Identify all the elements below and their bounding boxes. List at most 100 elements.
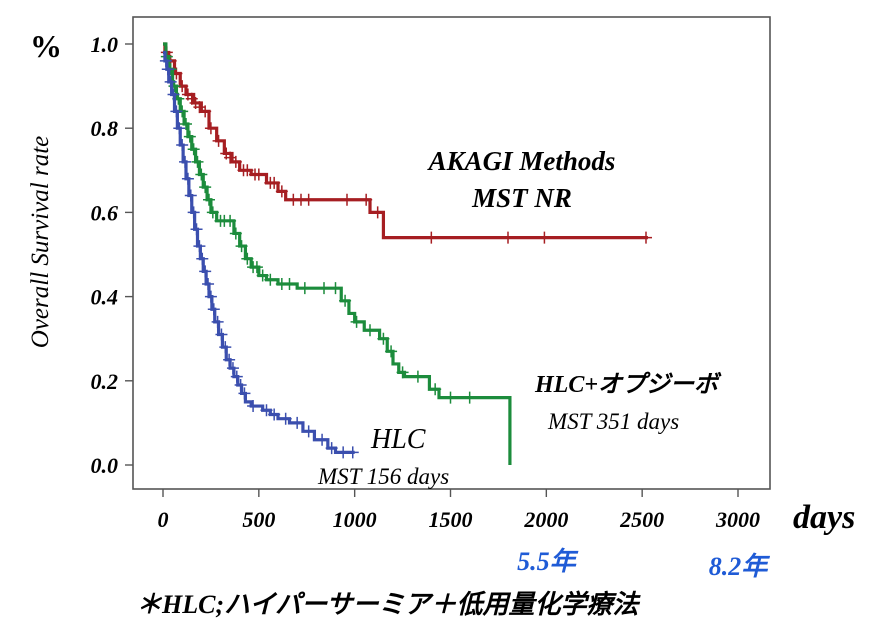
- opdivo-censor-mark: [199, 181, 212, 194]
- x-tick-label: 500: [242, 507, 275, 532]
- opdivo-censor-mark: [377, 332, 390, 345]
- hlc-censor-mark: [325, 442, 338, 455]
- hlc-censor-mark: [184, 189, 197, 202]
- opdivo-censor-mark: [298, 282, 311, 295]
- x-axis: 0 500 1000 1500 2000 2500 3000: [158, 489, 760, 532]
- x-tick-label: 3000: [715, 507, 760, 532]
- hlc-censor-mark: [179, 155, 192, 168]
- opdivo-censor-mark: [329, 282, 342, 295]
- hlc-censor-mark: [173, 122, 186, 135]
- y-tick-label: 0.2: [91, 369, 119, 394]
- hlc-censor-mark: [219, 341, 232, 354]
- hlc-censor-mark: [302, 425, 315, 438]
- opdivo-censor-mark: [364, 324, 376, 337]
- opdivo-censor-mark: [187, 143, 200, 156]
- opdivo-method-label: HLC+オプジーボ: [534, 371, 722, 398]
- year-label-8-2: 8.2年: [709, 552, 771, 581]
- hlc-censor-mark: [181, 172, 194, 185]
- y-tick-label: 1.0: [91, 32, 119, 57]
- hlc-censor-mark: [207, 303, 220, 316]
- akagi-censor-mark: [268, 176, 281, 189]
- opdivo-censor-mark: [180, 117, 192, 130]
- y-tick-label: 0.0: [91, 453, 119, 478]
- opdivo-censor-mark: [256, 269, 269, 282]
- hlc-mst-label: MST 156 days: [317, 464, 449, 489]
- akagi-censor-mark: [229, 155, 242, 168]
- footnote: ＊HLC;ハイパーサーミア＋低用量化学療法: [136, 590, 642, 619]
- hlc-censor-mark: [161, 63, 174, 76]
- akagi-censor-mark: [425, 231, 438, 244]
- opdivo-censor-mark: [229, 227, 242, 240]
- hlc-censor-mark: [187, 206, 200, 219]
- hlc-censor-mark: [199, 265, 212, 278]
- hlc-censor-mark: [291, 416, 304, 429]
- opdivo-censor-mark: [206, 206, 219, 219]
- akagi-censor-mark: [302, 193, 315, 206]
- opdivo-censor-mark: [203, 193, 215, 206]
- akagi-censor-mark: [371, 206, 384, 219]
- plot-frame: [132, 16, 771, 490]
- opdivo-censor-mark: [385, 345, 398, 358]
- hlc-censor-mark: [247, 400, 260, 413]
- hlc-censor-mark: [170, 105, 183, 118]
- year-label-5-5: 5.5年: [517, 547, 579, 576]
- hlc-censor-mark: [268, 408, 281, 421]
- y-tick-label: 0.4: [91, 285, 119, 310]
- hlc-censor-mark: [223, 353, 236, 366]
- hlc-censor-mark: [346, 446, 359, 459]
- akagi-censor-mark: [241, 164, 254, 177]
- hlc-censor-mark: [279, 412, 292, 425]
- akagi-censor-mark: [199, 105, 212, 118]
- opdivo-censor-mark: [429, 383, 442, 396]
- akagi-censor-mark: [212, 134, 225, 147]
- opdivo-censor-mark: [250, 261, 263, 274]
- x-tick-label: 1500: [429, 507, 473, 532]
- y-axis: 0.0 0.2 0.4 0.6 0.8 1.0: [91, 32, 133, 478]
- opdivo-censor-mark: [183, 130, 196, 143]
- opdivo-censor-mark: [283, 277, 296, 290]
- x-tick-label: 1000: [333, 507, 377, 532]
- hlc-censor-mark: [238, 387, 251, 400]
- akagi-censor-mark: [275, 185, 288, 198]
- hlc-censor-mark: [316, 433, 329, 446]
- hlc-censor-mark: [234, 379, 247, 392]
- hlc-method-label: HLC: [370, 424, 426, 455]
- hlc-series: [159, 50, 359, 459]
- y-axis-label: Overall Survival rate: [27, 136, 54, 348]
- hlc-censor-mark: [196, 252, 209, 265]
- y-unit-label: %: [30, 28, 62, 64]
- hlc-censor-mark: [167, 88, 180, 101]
- y-tick-label: 0.6: [91, 200, 119, 225]
- x-tick-label: 0: [158, 507, 169, 532]
- hlc-censor-mark: [159, 54, 172, 67]
- opdivo-censor-mark: [224, 214, 237, 227]
- x-unit-label: days: [793, 499, 855, 536]
- y-tick-label: 0.8: [91, 116, 119, 141]
- akagi-censor-mark: [502, 231, 514, 244]
- hlc-censor-mark: [230, 370, 243, 383]
- series-layer: [159, 42, 652, 465]
- hlc-censor-mark: [204, 290, 217, 303]
- akagi-series: [160, 42, 652, 244]
- akagi-mst-label: MST NR: [471, 183, 572, 213]
- hlc-censor-mark: [164, 75, 177, 88]
- opdivo-censor-mark: [396, 366, 409, 379]
- opdivo-censor-mark: [444, 391, 457, 404]
- opdivo-censor-mark: [195, 168, 208, 181]
- akagi-censor-mark: [204, 122, 217, 135]
- opdivo-censor-mark: [463, 391, 476, 404]
- opdivo-censor-mark: [241, 252, 254, 265]
- akagi-method-label: AKAGI Methods: [427, 146, 616, 176]
- opdivo-mst-label: MST 351 days: [547, 409, 679, 434]
- hlc-censor-mark: [211, 315, 224, 328]
- opdivo-censor-mark: [350, 315, 363, 328]
- hlc-censor-mark: [215, 328, 228, 341]
- opdivo-censor-mark: [339, 294, 352, 307]
- akagi-censor-mark: [640, 231, 652, 244]
- akagi-censor-mark: [341, 193, 353, 206]
- akagi-censor-mark: [360, 193, 373, 206]
- x-tick-label: 2000: [523, 507, 568, 532]
- hlc-censor-mark: [226, 362, 239, 375]
- hlc-censor-mark: [260, 404, 273, 417]
